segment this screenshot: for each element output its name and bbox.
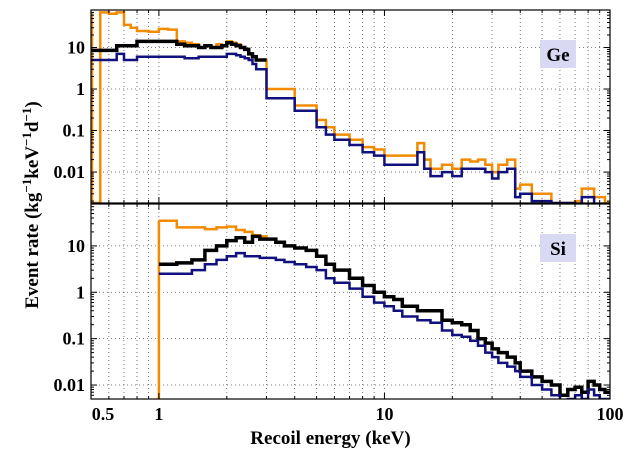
panel-label: Ge — [546, 45, 569, 66]
y-tick-label: 0.01 — [54, 375, 86, 395]
x-tick-label: 100 — [597, 404, 624, 424]
y-tick-label: 10 — [67, 38, 85, 58]
y-tick-label: 0.1 — [63, 329, 86, 349]
panel-label: Si — [550, 239, 566, 260]
x-tick-label: 0.5 — [92, 404, 115, 424]
series-line — [91, 39, 267, 62]
label-layer: 0.01 0.1 1 10 Ge 0.01 0.1 1 10 Si 0.5 1 10 100 Recoil … — [19, 38, 624, 449]
series-line — [158, 234, 610, 398]
x-tick-label: 1 — [154, 404, 163, 424]
y-tick-label: 0.1 — [63, 121, 86, 141]
panel-frame — [90, 203, 611, 400]
y-axis-title-superscript: −1 — [19, 108, 34, 122]
y-tick-label: 10 — [67, 236, 85, 256]
panel-label-box — [540, 234, 576, 262]
series-line — [158, 251, 610, 399]
x-axis-title: Recoil energy (keV) — [250, 428, 410, 449]
y-tick-label: 0.01 — [54, 162, 86, 182]
y-axis-title-part: ) — [22, 101, 43, 107]
y-axis-title-superscript: −1 — [19, 132, 34, 146]
x-tick-label: 10 — [375, 404, 393, 424]
y-axis-title: Event rate (kg−1keV−1d−1) — [19, 101, 43, 309]
series-layer — [91, 11, 610, 399]
y-axis-title-superscript: −1 — [19, 179, 34, 193]
y-axis-title-part: d — [22, 121, 43, 132]
panel-frame — [90, 9, 611, 204]
y-axis-title-part: keV — [22, 146, 43, 179]
y-tick-label: 1 — [76, 282, 85, 302]
series-line — [91, 52, 596, 203]
y-tick-label: 1 — [76, 79, 85, 99]
y-axis-title-part: Event rate (kg — [22, 192, 43, 309]
frame-layer — [90, 9, 611, 400]
panel-label-box — [540, 40, 576, 68]
